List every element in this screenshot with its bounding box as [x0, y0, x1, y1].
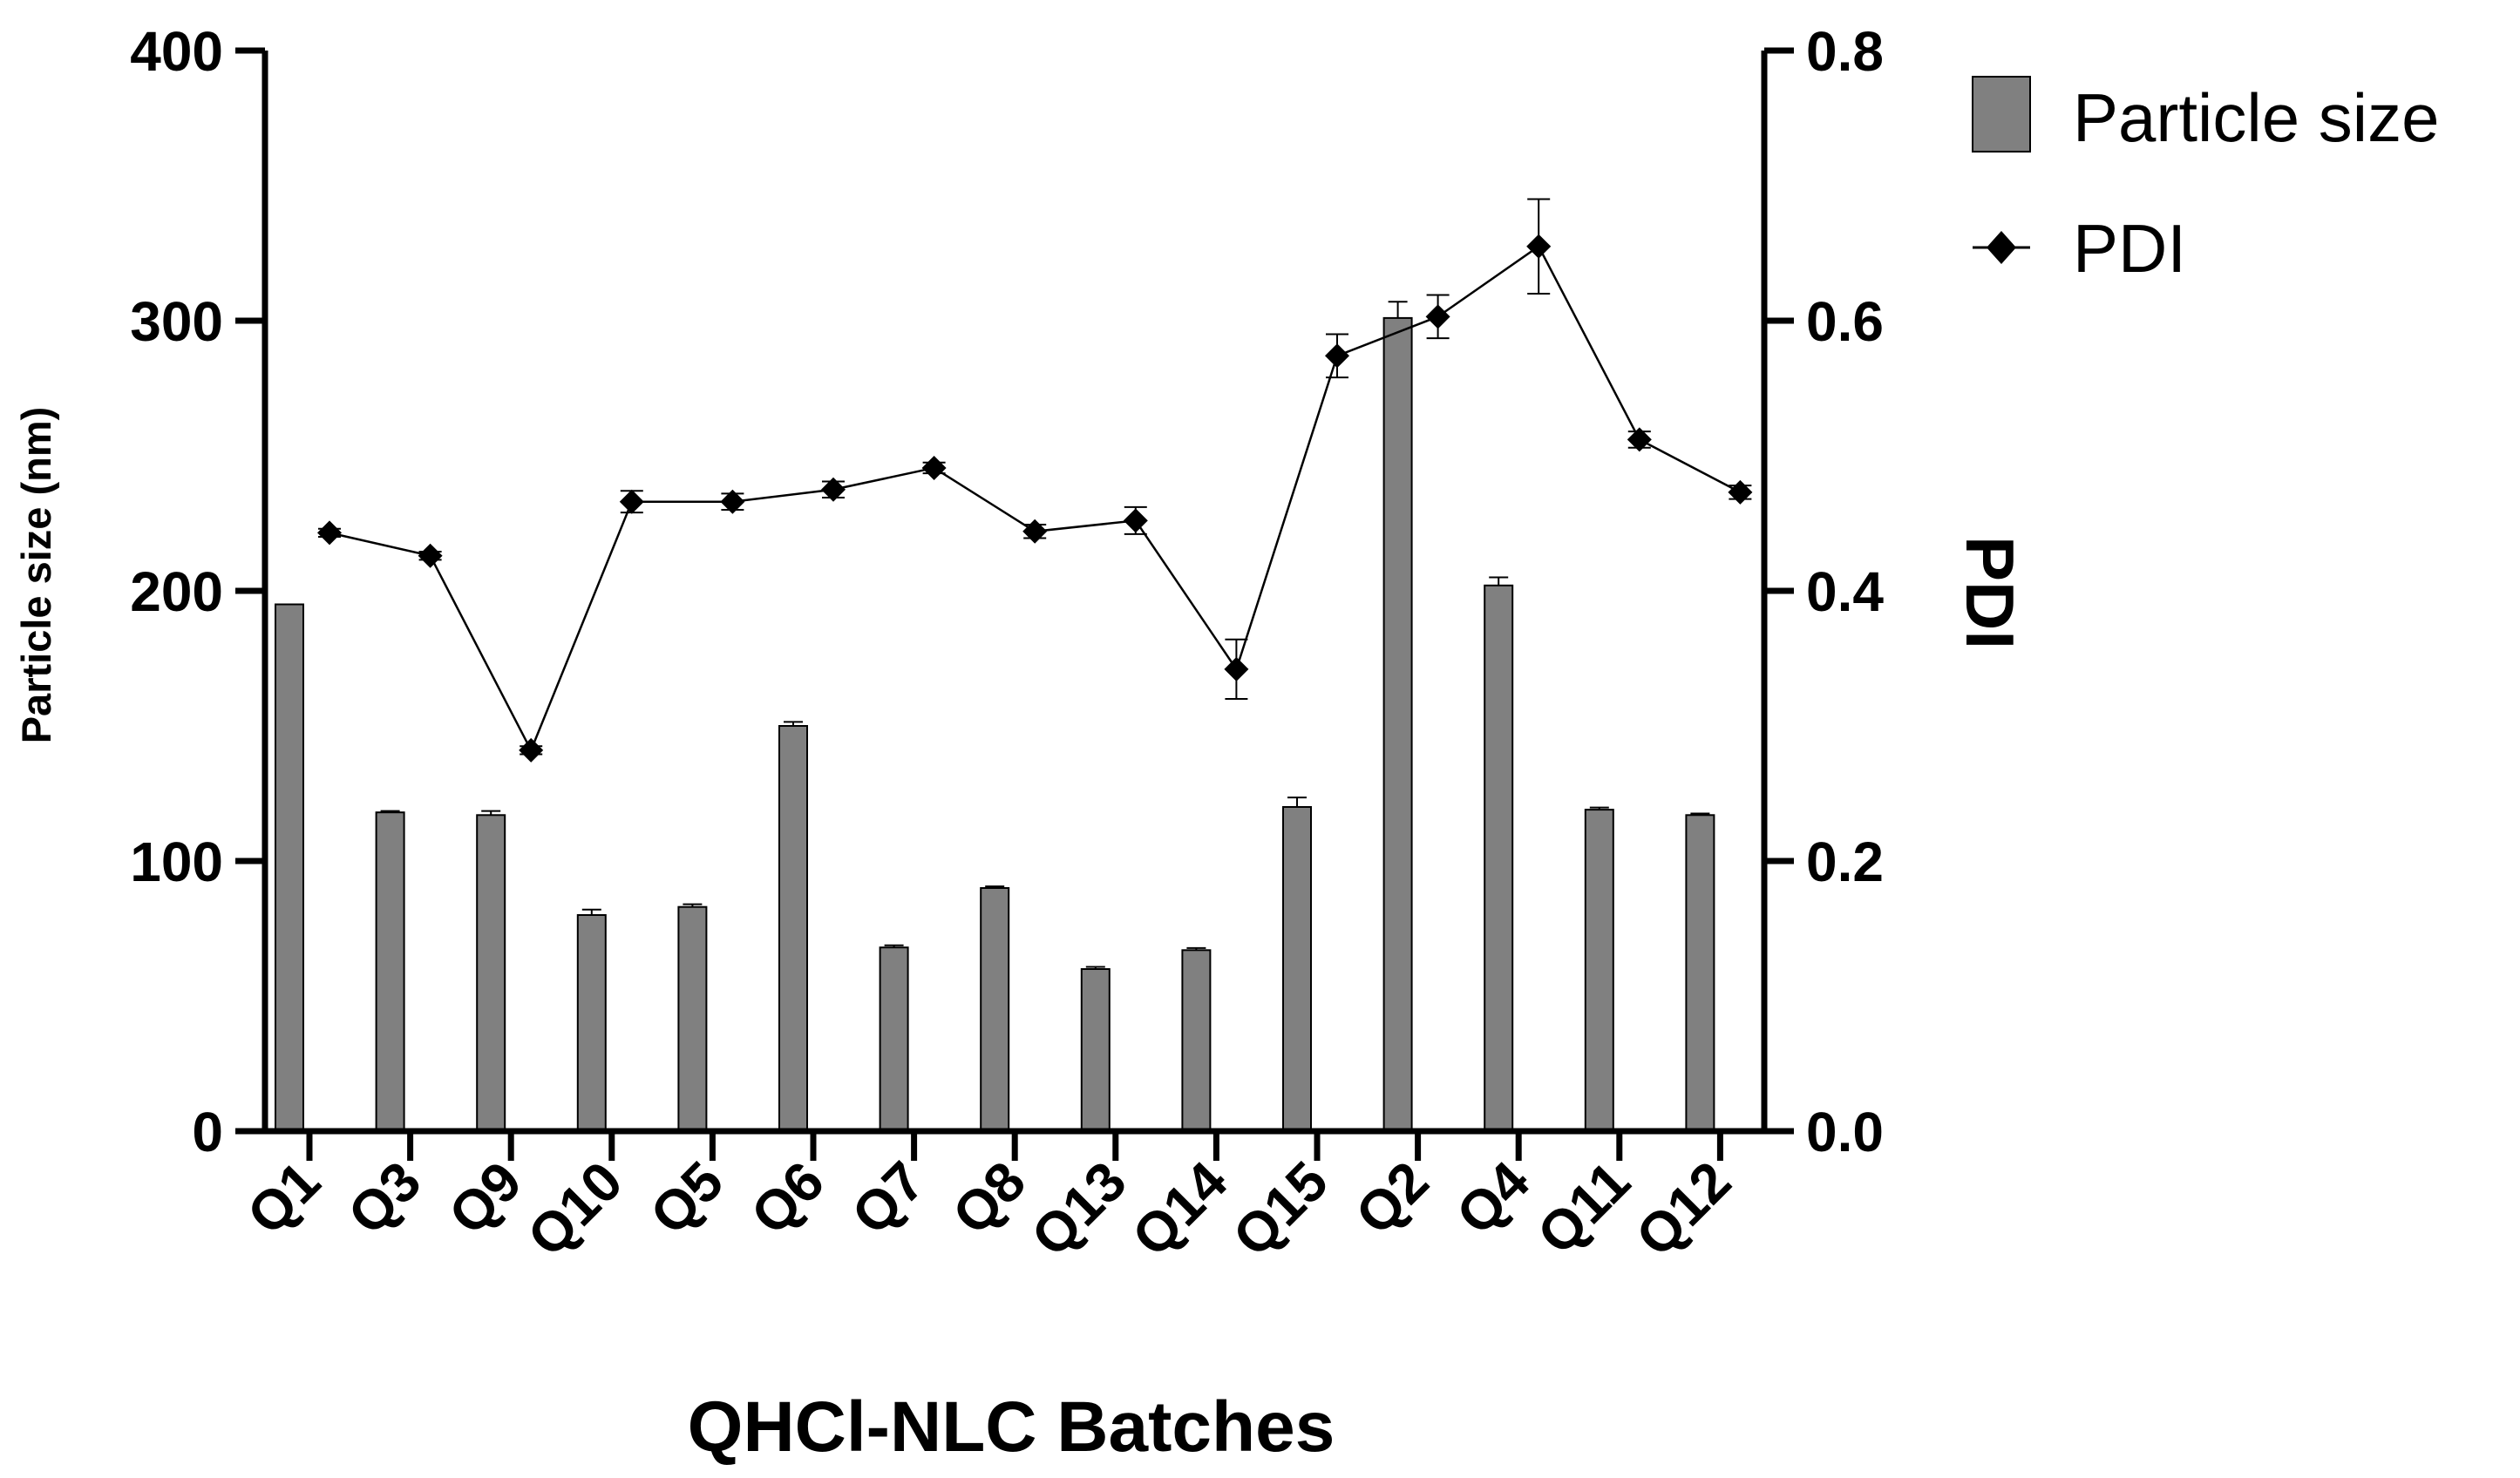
- y-tick-label-right: 0.8: [1806, 20, 1884, 83]
- x-tick-label: Q3: [336, 1149, 432, 1246]
- y-axis-title-left: Particle size (nm): [13, 407, 59, 744]
- pdi-point: [619, 489, 644, 514]
- bar-particle-size: [778, 725, 808, 1132]
- bar-particle-size: [1080, 968, 1111, 1132]
- y-tick-label-left: 100: [130, 831, 223, 893]
- bar-particle-size: [1685, 814, 1715, 1132]
- legend-label-pdi: PDI: [2073, 210, 2186, 287]
- y-tick-label-left: 300: [130, 290, 223, 353]
- pdi-point: [418, 543, 443, 568]
- y-tick-label-left: 0: [192, 1101, 223, 1163]
- bar-particle-size: [1584, 809, 1614, 1132]
- x-tick-label: Q11: [1525, 1149, 1642, 1266]
- x-tick-label: Q15: [1220, 1149, 1339, 1268]
- y-axis-title-right: PDI: [1952, 536, 2028, 649]
- legend: Particle size PDI: [1972, 76, 2439, 287]
- x-tick-label: Q1: [235, 1149, 332, 1246]
- x-tick-label: Q6: [739, 1149, 836, 1246]
- pdi-line: [329, 244, 1741, 753]
- bar-particle-size: [1181, 949, 1212, 1133]
- bar-particle-size: [1382, 316, 1413, 1132]
- bar-series-particle-size: [275, 301, 1715, 1133]
- bar-particle-size: [275, 603, 304, 1132]
- x-tick-label: Q2: [1343, 1149, 1440, 1246]
- bar-particle-size: [576, 914, 607, 1132]
- x-tick-label: Q9: [437, 1149, 533, 1246]
- x-tick-label: Q10: [515, 1149, 634, 1268]
- pdi-point: [1224, 656, 1249, 681]
- pdi-point: [720, 489, 745, 514]
- legend-swatch-particle-size: [1972, 76, 2031, 153]
- pdi-point: [1627, 427, 1652, 452]
- pdi-point: [821, 477, 846, 502]
- x-axis-title: QHCl-NLC Batches: [688, 1387, 1335, 1467]
- y-tick-label-right: 0.6: [1806, 290, 1884, 353]
- x-tick-label: Q14: [1120, 1149, 1240, 1269]
- x-tick-label: Q4: [1444, 1149, 1542, 1247]
- y-tick-label-right: 0.0: [1806, 1101, 1884, 1163]
- bar-particle-size: [1484, 584, 1514, 1132]
- x-tick-label: Q5: [638, 1149, 735, 1246]
- bar-particle-size: [677, 905, 708, 1132]
- x-tick-label: Q12: [1624, 1149, 1742, 1268]
- line-series-pdi: [317, 198, 1753, 763]
- pdi-point: [1728, 479, 1753, 505]
- bar-particle-size: [375, 811, 405, 1132]
- y-tick-label-right: 0.4: [1806, 560, 1884, 623]
- x-tick-label: Q7: [839, 1149, 936, 1246]
- legend-marker-pdi: [1987, 231, 2016, 264]
- pdi-point: [1526, 234, 1552, 259]
- y-tick-label-left: 200: [130, 560, 223, 623]
- pdi-point: [1425, 304, 1450, 329]
- pdi-point: [519, 737, 544, 763]
- pdi-point: [1325, 343, 1349, 369]
- bar-particle-size: [476, 814, 506, 1132]
- bar-particle-size: [980, 887, 1010, 1132]
- x-tick-label: Q8: [941, 1149, 1037, 1246]
- bar-particle-size: [879, 946, 909, 1132]
- bar-particle-size: [1282, 806, 1312, 1132]
- pdi-point: [317, 520, 342, 546]
- pdi-point: [921, 455, 947, 480]
- axes: 0 100 200 300 400 0.0 0.2 0.4 0.6 0.8: [130, 20, 1884, 1163]
- legend-label-particle-size: Particle size: [2073, 79, 2439, 156]
- y-tick-label-left: 400: [130, 20, 223, 83]
- pdi-point: [1022, 519, 1048, 544]
- y-tick-label-right: 0.2: [1806, 831, 1884, 893]
- pdi-point: [1123, 508, 1148, 533]
- x-tick-label: Q13: [1019, 1149, 1138, 1268]
